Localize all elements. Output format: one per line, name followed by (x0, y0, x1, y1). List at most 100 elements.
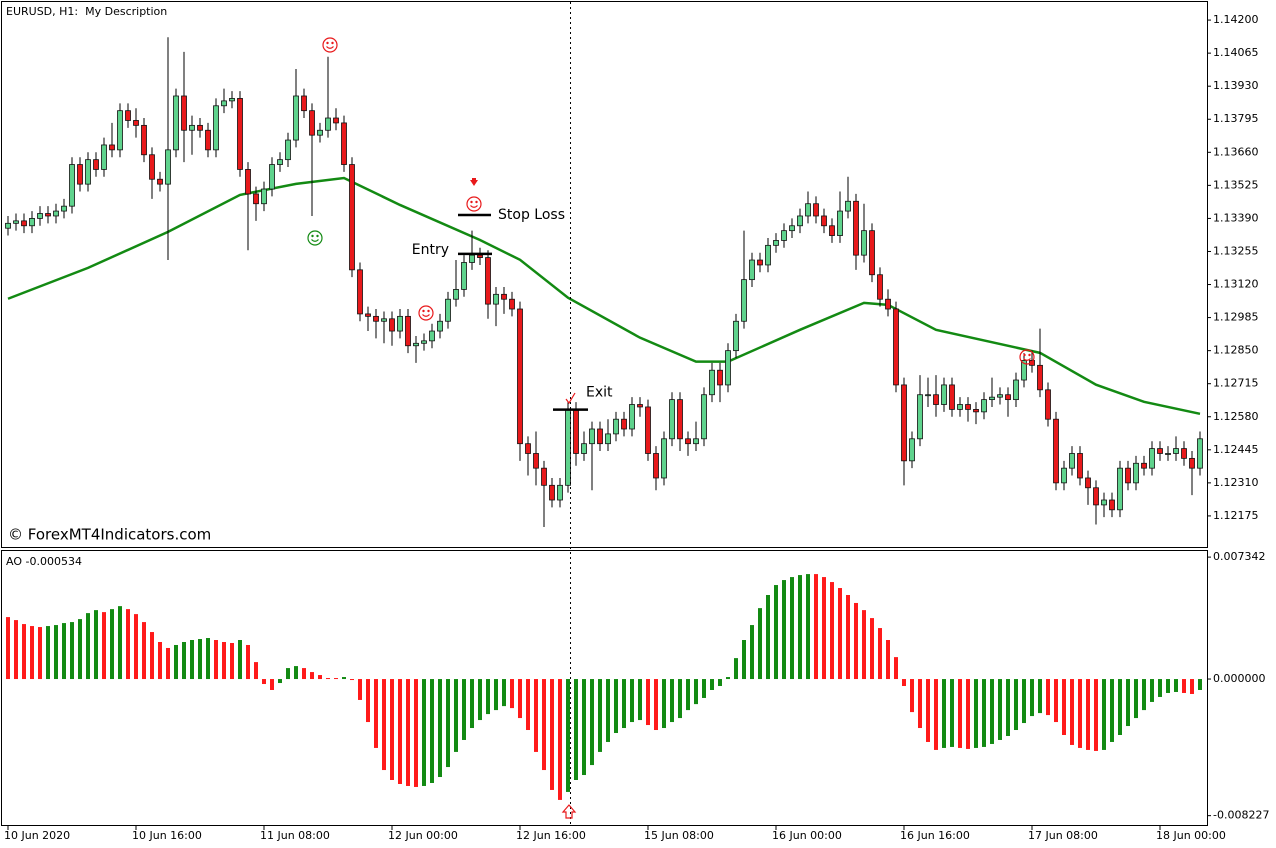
ao-bar (710, 679, 714, 690)
candle-body (349, 164, 355, 271)
candle-body (773, 240, 779, 246)
candle-body (477, 254, 483, 258)
ao-bar (430, 679, 434, 783)
ao-bar (1198, 679, 1202, 690)
ao-bar (262, 679, 266, 685)
candle-body (245, 169, 251, 195)
ao-bar (118, 606, 122, 680)
ao-bar (1118, 679, 1122, 735)
candle-body (557, 484, 563, 501)
candle-body (77, 164, 83, 185)
level-label: Exit (586, 385, 613, 401)
ao-bar (78, 619, 82, 680)
ao-bar (1134, 679, 1138, 719)
ao-bar (110, 609, 114, 680)
ao-bar (326, 678, 330, 680)
ao-bar (366, 679, 370, 723)
candle-body (965, 404, 971, 410)
candle-body (909, 438, 915, 462)
candle-body (421, 340, 427, 344)
candle-body (549, 484, 555, 501)
candle-body (189, 124, 195, 131)
candle-body (469, 254, 475, 263)
candle-body (509, 298, 515, 310)
ao-bar (1142, 679, 1146, 711)
ao-bar (526, 679, 530, 731)
candle-body (1141, 462, 1147, 469)
candle-body (541, 467, 547, 486)
candle-body (437, 320, 443, 332)
watermark: © ForexMT4Indicators.com (8, 526, 211, 544)
candle-body (213, 105, 219, 151)
ao-bar (438, 679, 442, 778)
y-tick-label: 0.007342 (1213, 550, 1266, 563)
ao-bar (350, 679, 354, 681)
ao-bar (6, 617, 10, 680)
candle-body (677, 399, 683, 440)
candle-body (669, 399, 675, 440)
ao-bar (150, 632, 154, 680)
y-tick-label: 1.14200 (1213, 13, 1259, 26)
x-tick-label: 10 Jun 2020 (4, 829, 70, 842)
ao-bar (30, 626, 34, 680)
candle-body (685, 438, 691, 445)
candle-body (133, 120, 139, 126)
ao-bar (598, 679, 602, 752)
signal-arrow (561, 804, 577, 819)
ao-bar (958, 679, 962, 748)
candle-body (181, 95, 187, 131)
candle-body (1045, 389, 1051, 420)
ao-bar (686, 679, 690, 711)
candle-body (453, 289, 459, 300)
ao-bar (1126, 679, 1130, 727)
ao-bar (494, 679, 498, 711)
candle-body (1061, 467, 1067, 484)
candle-body (933, 394, 939, 405)
ao-bar (246, 644, 250, 680)
candle-body (269, 164, 275, 190)
candle-body (229, 98, 235, 102)
candle-body (1053, 418, 1059, 484)
candle-body (1133, 462, 1139, 484)
ao-bar (278, 679, 282, 684)
ao-bar (406, 679, 410, 786)
candle-body (725, 350, 731, 386)
candle-body (637, 404, 643, 408)
candle-body (573, 409, 579, 454)
candle-body (461, 262, 467, 290)
ao-bar (174, 644, 178, 680)
candle-body (5, 222, 11, 229)
candle-body (277, 159, 283, 165)
candle-body (917, 394, 923, 440)
candle-body (69, 164, 75, 207)
y-tick-label: 1.12850 (1213, 344, 1259, 357)
candle-body (869, 230, 875, 276)
candle-body (581, 443, 587, 454)
ao-bar (518, 679, 522, 719)
ao-bar (222, 642, 226, 680)
x-tick-label: 15 Jun 08:00 (644, 829, 714, 842)
ao-bar (1158, 679, 1162, 697)
candle-body (789, 225, 795, 232)
y-tick-label: 1.13795 (1213, 112, 1259, 125)
ao-bar (1070, 679, 1074, 745)
ao-bar (902, 679, 906, 687)
ao-bar (574, 679, 578, 780)
candle-body (901, 384, 907, 462)
candle-body (429, 330, 435, 342)
ao-bar (678, 679, 682, 719)
ao-bar (742, 640, 746, 680)
ao-bar (70, 622, 74, 680)
ao-bar (894, 657, 898, 680)
ao-bar (942, 679, 946, 748)
smiley (418, 305, 434, 321)
exit-check (565, 392, 576, 405)
ao-bar (318, 675, 322, 680)
candle-body (1085, 477, 1091, 489)
ao-bar (838, 588, 842, 680)
candle-body (1029, 360, 1035, 366)
candle-body (165, 149, 171, 185)
candle-body (93, 159, 99, 170)
ao-bar (86, 613, 90, 680)
